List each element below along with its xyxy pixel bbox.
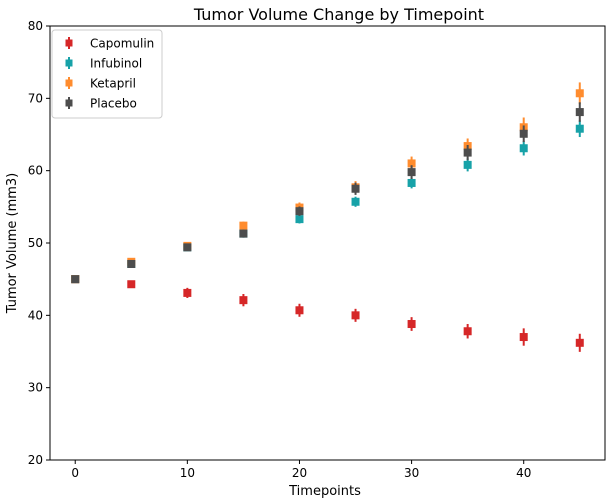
x-tick-label: 20 (292, 466, 307, 480)
legend-box (51, 29, 163, 119)
data-point-placebo (575, 108, 584, 117)
series-capomulin (71, 275, 584, 352)
legend-marker-capomulin (65, 39, 73, 47)
data-point-ketapril (407, 159, 416, 168)
legend-marker-placebo (65, 99, 73, 107)
data-point-capomulin (183, 288, 192, 297)
y-tick-label: 60 (28, 164, 43, 178)
legend-item-infubinol: Infubinol (65, 57, 142, 71)
data-point-placebo (519, 129, 528, 138)
x-tick-label: 40 (516, 466, 531, 480)
data-point-infubinol (519, 144, 528, 153)
data-point-infubinol (351, 197, 360, 206)
data-point-infubinol (295, 215, 304, 224)
data-point-capomulin (127, 280, 136, 289)
legend-item-placebo: Placebo (65, 97, 137, 111)
data-point-infubinol (463, 160, 472, 169)
legend-label-placebo: Placebo (90, 97, 137, 111)
y-tick-label: 70 (28, 91, 43, 105)
data-point-placebo (463, 148, 472, 157)
y-tick-label: 50 (28, 236, 43, 250)
legend-marker-ketapril (65, 79, 73, 87)
data-point-capomulin (463, 327, 472, 336)
y-tick-label: 40 (28, 308, 43, 322)
data-point-ketapril (575, 89, 584, 98)
x-tick-label: 30 (404, 466, 419, 480)
legend-label-ketapril: Ketapril (90, 77, 136, 91)
data-point-placebo (127, 259, 136, 268)
x-tick-label: 0 (71, 466, 79, 480)
y-tick-label: 20 (28, 453, 43, 467)
legend-item-ketapril: Ketapril (65, 77, 136, 91)
data-point-capomulin (519, 333, 528, 342)
data-point-infubinol (407, 178, 416, 187)
plot-area: 0 10 20 30 40 20 30 40 50 60 70 80 (28, 19, 606, 480)
data-point-capomulin (295, 306, 304, 315)
chart-title: Tumor Volume Change by Timepoint (193, 5, 484, 24)
data-point-infubinol (575, 124, 584, 133)
data-point-capomulin (239, 296, 248, 305)
data-point-placebo (183, 243, 192, 252)
legend-item-capomulin: Capomulin (65, 37, 154, 51)
legend-label-capomulin: Capomulin (90, 37, 154, 51)
data-point-capomulin (351, 311, 360, 320)
data-point-placebo (239, 229, 248, 238)
legend-label-infubinol: Infubinol (90, 57, 142, 71)
x-axis-label: Timepoints (288, 484, 361, 499)
legend: Capomulin Infubinol Ketapril Placebo (51, 29, 163, 119)
data-point-capomulin (407, 320, 416, 329)
x-tick-label: 10 (180, 466, 195, 480)
data-point-ketapril (239, 221, 248, 230)
legend-marker-infubinol (65, 59, 73, 67)
y-tick-label: 80 (28, 19, 43, 33)
y-tick-label: 30 (28, 381, 43, 395)
data-point-capomulin (575, 338, 584, 347)
data-point-placebo (71, 275, 80, 284)
data-point-placebo (351, 184, 360, 193)
data-point-placebo (295, 207, 304, 216)
y-axis-label: Tumor Volume (mm3) (5, 173, 20, 315)
series-placebo (71, 102, 584, 284)
data-point-placebo (407, 168, 416, 177)
